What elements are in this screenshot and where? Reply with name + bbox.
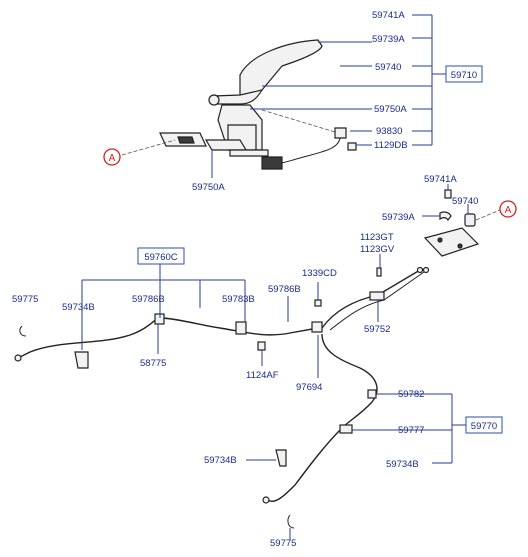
part-label-59775-bottom: 59775 (270, 538, 296, 549)
part-label-1123GT: 1123GT (360, 232, 394, 243)
callout-a-right-text: A (505, 205, 512, 216)
small-parts-group (423, 189, 480, 257)
part-label-59760C: 59760C (144, 252, 177, 263)
part-labels: 59741A 59739A 59740 59710 59750A 93830 1… (12, 10, 497, 549)
part-label-59740-mid: 59740 (452, 196, 478, 207)
part-label-93830: 93830 (376, 126, 402, 137)
part-label-1124AF: 1124AF (246, 370, 279, 381)
part-label-59782: 59782 (398, 389, 424, 400)
part-label-59770: 59770 (471, 421, 497, 432)
part-label-59786B-a: 59786B (132, 294, 165, 305)
part-label-59739A-mid: 59739A (382, 212, 415, 223)
part-label-59752: 59752 (364, 324, 390, 335)
callout-a-left: A (103, 148, 121, 166)
part-label-59710: 59710 (451, 70, 477, 81)
part-label-59775-left: 59775 (12, 294, 38, 305)
label-box-59770 (465, 416, 503, 434)
part-label-59739A-top: 59739A (372, 34, 405, 45)
part-label-59741A-mid: 59741A (424, 174, 457, 185)
part-label-59741A-top: 59741A (372, 10, 405, 21)
part-label-1339CD: 1339CD (302, 268, 337, 279)
rear-cable-left (14, 313, 323, 369)
part-label-59734B-low: 59734B (204, 455, 237, 466)
brake-lever-assembly (159, 39, 357, 170)
rear-cable-right (257, 333, 378, 529)
part-label-97694: 97694 (296, 382, 322, 393)
part-label-59734B-right: 59734B (386, 459, 419, 470)
part-label-59750A-left: 59750A (192, 182, 225, 193)
part-label-59734B-left: 59734B (62, 302, 95, 313)
part-label-59783B: 59783B (222, 294, 255, 305)
part-label-59777: 59777 (398, 425, 424, 436)
label-box-59710 (445, 65, 483, 83)
part-label-1123GV: 1123GV (360, 244, 395, 255)
part-label-1129DB: 1129DB (374, 140, 408, 151)
callout-a-right: A (499, 200, 517, 218)
part-label-59740-top: 59740 (375, 62, 401, 73)
part-label-59786B-b: 59786B (268, 284, 301, 295)
part-label-58775: 58775 (140, 358, 166, 369)
label-box-59760C (137, 247, 185, 265)
callout-a-left-text: A (109, 153, 116, 164)
leader-lines (81, 14, 469, 540)
part-label-59750A-right: 59750A (374, 104, 407, 115)
